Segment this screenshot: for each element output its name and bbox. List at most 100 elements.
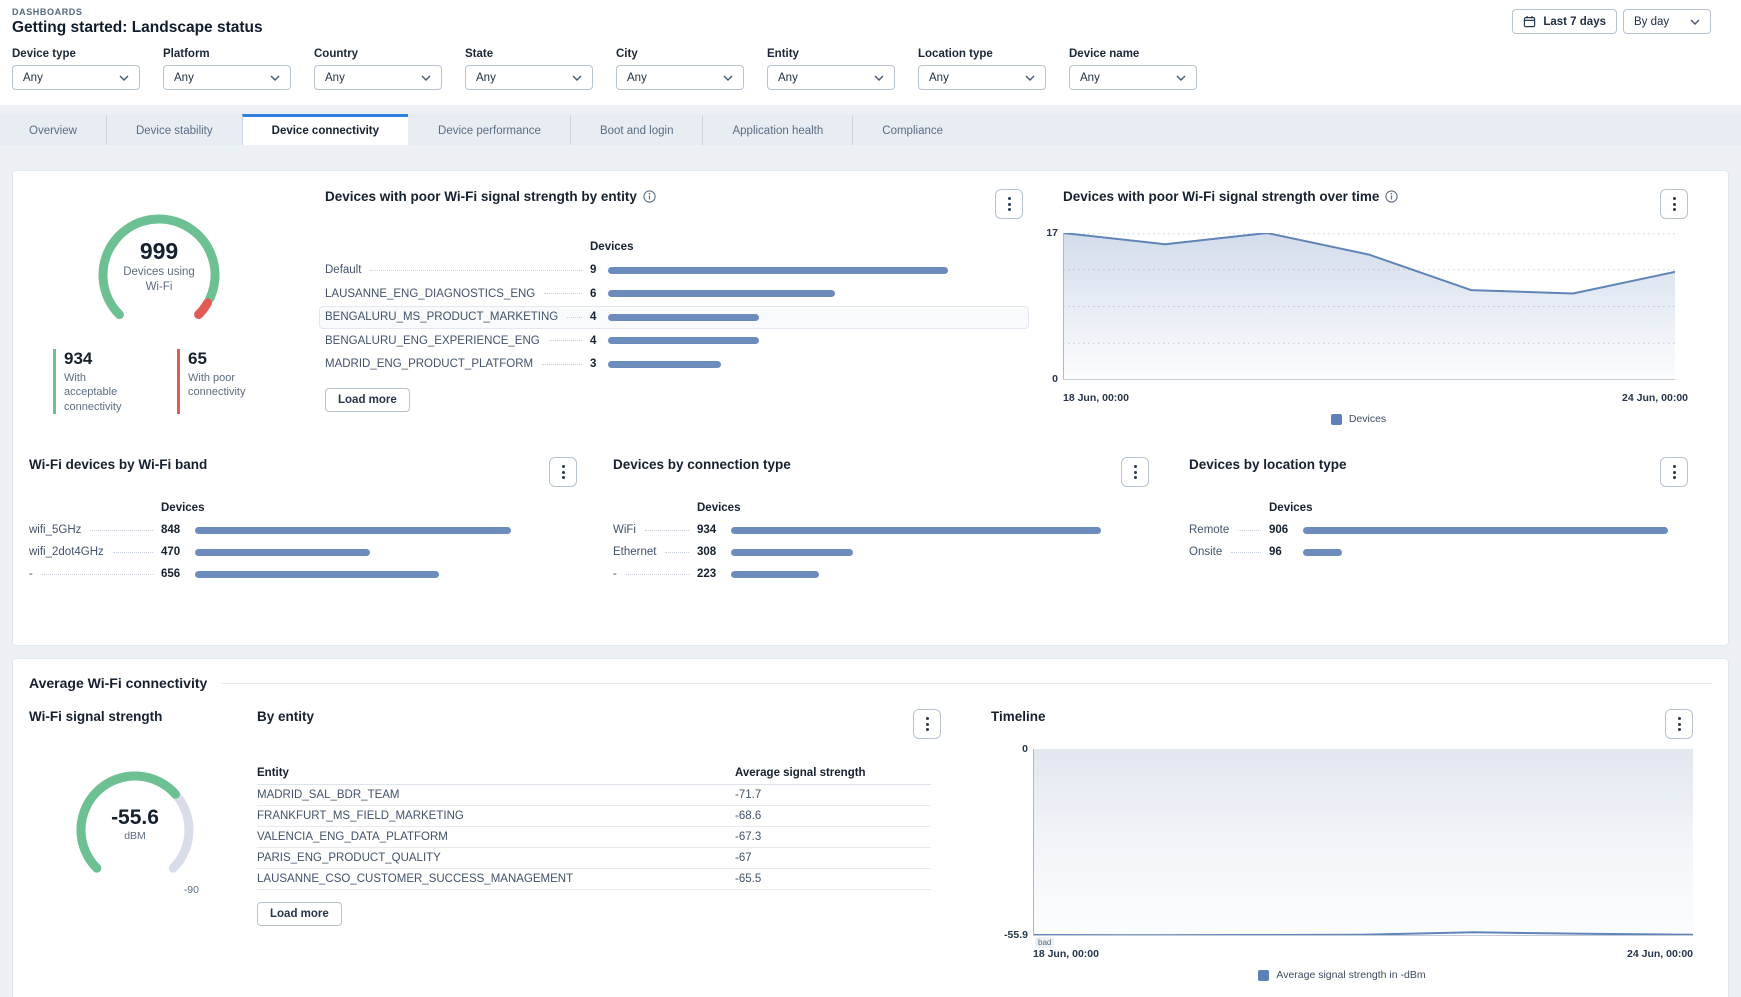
filter-entity-select[interactable]: Any bbox=[767, 65, 895, 90]
filter-platform-select[interactable]: Any bbox=[163, 65, 291, 90]
filter-city-select[interactable]: Any bbox=[616, 65, 744, 90]
date-range-label: Last 7 days bbox=[1543, 16, 1606, 28]
panel-timeline: Timeline 0 -55.9 bbox=[941, 709, 1717, 981]
wifi-total-value: 999 bbox=[84, 238, 234, 265]
bar-row[interactable]: - 656 bbox=[23, 563, 583, 585]
filter-value: Any bbox=[325, 72, 345, 84]
info-icon[interactable] bbox=[643, 190, 656, 203]
tab-bar: Overview Device stability Device connect… bbox=[0, 114, 1741, 145]
table-row[interactable]: MADRID_SAL_BDR_TEAM -71.7 bbox=[257, 785, 931, 806]
poor-wifi-area-chart bbox=[1063, 233, 1675, 380]
tab-compliance[interactable]: Compliance bbox=[852, 114, 972, 145]
threshold-badge: bad bbox=[1035, 937, 1054, 948]
breadcrumb[interactable]: DASHBOARDS bbox=[12, 7, 263, 17]
table-row[interactable]: LAUSANNE_CSO_CUSTOMER_SUCCESS_MANAGEMENT… bbox=[257, 869, 931, 890]
filter-label: Entity bbox=[767, 48, 895, 60]
filter-location-type: Location type Any bbox=[918, 48, 1046, 90]
average-wifi-connectivity-card: Average Wi-Fi connectivity Wi-Fi signal … bbox=[12, 658, 1729, 997]
connectivity-overview-card: 999 Devices using Wi-Fi 934 With accepta… bbox=[12, 170, 1729, 646]
dotted-leader bbox=[90, 530, 153, 531]
bar-row[interactable]: - 223 bbox=[607, 563, 1155, 585]
bar bbox=[195, 549, 370, 556]
table-row[interactable]: FRANKFURT_MS_FIELD_MARKETING -68.6 bbox=[257, 806, 931, 827]
filter-country-select[interactable]: Any bbox=[314, 65, 442, 90]
more-options-button[interactable] bbox=[995, 189, 1023, 219]
bar bbox=[608, 267, 948, 274]
more-options-button[interactable] bbox=[913, 709, 941, 739]
panel-poor-wifi-by-entity: Devices with poor Wi-Fi signal strength … bbox=[289, 189, 1029, 425]
bar-row[interactable]: Onsite 96 bbox=[1183, 541, 1694, 563]
chevron-down-icon bbox=[572, 75, 582, 81]
chevron-down-icon bbox=[874, 75, 884, 81]
granularity-select[interactable]: By day bbox=[1623, 9, 1711, 34]
more-options-button[interactable] bbox=[1660, 457, 1688, 487]
table-row[interactable]: VALENCIA_ENG_DATA_PLATFORM -67.3 bbox=[257, 827, 931, 848]
table-header-row: Entity Average signal strength bbox=[257, 761, 931, 785]
bar-row[interactable]: BENGALURU_ENG_EXPERIENCE_ENG 4 bbox=[319, 329, 1029, 353]
panel-title: Devices with poor Wi-Fi signal strength … bbox=[1063, 189, 1398, 204]
bar bbox=[195, 571, 439, 578]
x-axis-labels: 18 Jun, 00:00 24 Jun, 00:00 bbox=[1063, 392, 1688, 404]
table-row[interactable]: PARIS_ENG_PRODUCT_QUALITY -67 bbox=[257, 848, 931, 869]
granularity-value: By day bbox=[1634, 16, 1669, 28]
bar bbox=[1303, 549, 1342, 556]
bar-row[interactable]: Remote 906 bbox=[1183, 519, 1694, 541]
load-more-button[interactable]: Load more bbox=[325, 388, 410, 412]
bar bbox=[731, 527, 1101, 534]
panel-wifi-band: Wi-Fi devices by Wi-Fi band Devices wifi… bbox=[29, 457, 581, 585]
legend-swatch bbox=[1331, 414, 1342, 425]
info-icon[interactable] bbox=[1385, 190, 1398, 203]
filter-value: Any bbox=[174, 72, 194, 84]
dotted-leader bbox=[645, 530, 689, 531]
dotted-leader bbox=[542, 364, 582, 365]
filter-device-type-select[interactable]: Any bbox=[12, 65, 140, 90]
more-options-button[interactable] bbox=[1121, 457, 1149, 487]
x-axis-labels: 18 Jun, 00:00 24 Jun, 00:00 bbox=[1033, 948, 1693, 960]
tab-device-performance[interactable]: Device performance bbox=[408, 114, 570, 145]
chevron-down-icon bbox=[1176, 75, 1186, 81]
bar-row[interactable]: MADRID_ENG_PRODUCT_PLATFORM 3 bbox=[319, 353, 1029, 377]
tab-application-health[interactable]: Application health bbox=[702, 114, 852, 145]
filter-state: State Any bbox=[465, 48, 593, 90]
column-header-row: Devices bbox=[319, 235, 1029, 259]
bar-row[interactable]: WiFi 934 bbox=[607, 519, 1155, 541]
column-header-row: Devices bbox=[1183, 497, 1694, 519]
chevron-down-icon bbox=[421, 75, 431, 81]
more-options-button[interactable] bbox=[1660, 189, 1688, 219]
panel-title: Devices by connection type bbox=[613, 457, 791, 472]
bar-row-highlighted[interactable]: BENGALURU_MS_PRODUCT_MARKETING 4 bbox=[319, 306, 1029, 330]
kebab-icon bbox=[1673, 197, 1676, 211]
load-more-button[interactable]: Load more bbox=[257, 902, 342, 926]
filter-device-name-select[interactable]: Any bbox=[1069, 65, 1197, 90]
timeline-area-chart bbox=[1033, 749, 1693, 936]
bar bbox=[608, 337, 759, 344]
dotted-leader bbox=[544, 293, 582, 294]
date-range-button[interactable]: Last 7 days bbox=[1512, 9, 1617, 34]
stat-poor-connectivity: 65 With poor connectivity bbox=[177, 349, 265, 414]
main-content: 999 Devices using Wi-Fi 934 With accepta… bbox=[0, 145, 1741, 997]
more-options-button[interactable] bbox=[1665, 709, 1693, 739]
panel-wifi-signal-strength: Wi-Fi signal strength -55.6 dBM -90 bbox=[29, 709, 241, 981]
bar bbox=[1303, 527, 1668, 534]
kebab-icon bbox=[1008, 197, 1011, 211]
bar-row[interactable]: Ethernet 308 bbox=[607, 541, 1155, 563]
tab-device-stability[interactable]: Device stability bbox=[106, 114, 242, 145]
dotted-leader bbox=[626, 574, 689, 575]
page-title: Getting started: Landscape status bbox=[12, 19, 263, 37]
chevron-down-icon bbox=[1690, 19, 1700, 25]
bar-row[interactable]: LAUSANNE_ENG_DIAGNOSTICS_ENG 6 bbox=[319, 282, 1029, 306]
kebab-icon bbox=[1678, 717, 1681, 731]
bar-row[interactable]: wifi_5GHz 848 bbox=[23, 519, 583, 541]
section-title: Average Wi-Fi connectivity bbox=[29, 675, 207, 691]
filter-value: Any bbox=[23, 72, 43, 84]
tab-overview[interactable]: Overview bbox=[0, 114, 106, 145]
more-options-button[interactable] bbox=[549, 457, 577, 487]
bar-row[interactable]: wifi_2dot4GHz 470 bbox=[23, 541, 583, 563]
bar-row[interactable]: Default 9 bbox=[319, 259, 1029, 283]
filter-location-type-select[interactable]: Any bbox=[918, 65, 1046, 90]
tab-boot-and-login[interactable]: Boot and login bbox=[570, 114, 703, 145]
y-axis-labels: 17 0 bbox=[1029, 233, 1063, 380]
wifi-total-caption: Devices using Wi-Fi bbox=[84, 265, 234, 295]
filter-state-select[interactable]: Any bbox=[465, 65, 593, 90]
tab-device-connectivity[interactable]: Device connectivity bbox=[242, 114, 408, 145]
